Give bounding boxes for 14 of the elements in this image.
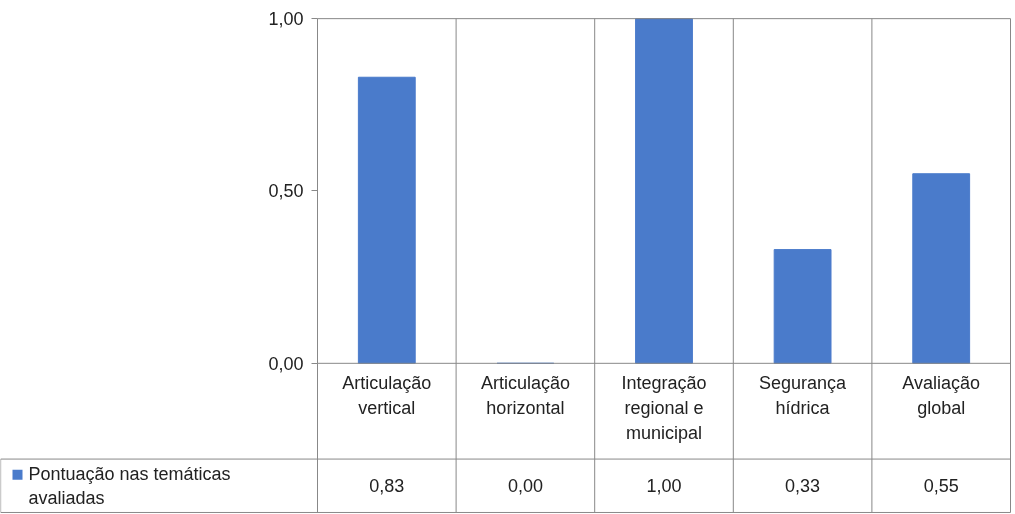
x-tick-label: Integração regional e municipal	[621, 373, 707, 444]
legend-label: Pontuação nas temáticas avaliadas	[28, 463, 231, 508]
data-label: 0,83	[369, 476, 405, 497]
x-tick-label: Articulação vertical	[342, 373, 432, 419]
y-tick-label: 0,00	[268, 353, 304, 374]
y-tick-label: 0,50	[268, 181, 304, 202]
data-label: 0,33	[785, 476, 821, 497]
data-label: 0,55	[923, 476, 959, 497]
data-label: 0,00	[507, 476, 543, 497]
x-tick-label: Articulação horizontal	[480, 373, 570, 419]
x-tick-label: Segurança hídrica	[759, 373, 848, 419]
y-tick-label: 1,00	[268, 9, 304, 30]
x-tick-label: Avaliação global	[902, 373, 981, 419]
data-label: 1,00	[646, 476, 682, 497]
